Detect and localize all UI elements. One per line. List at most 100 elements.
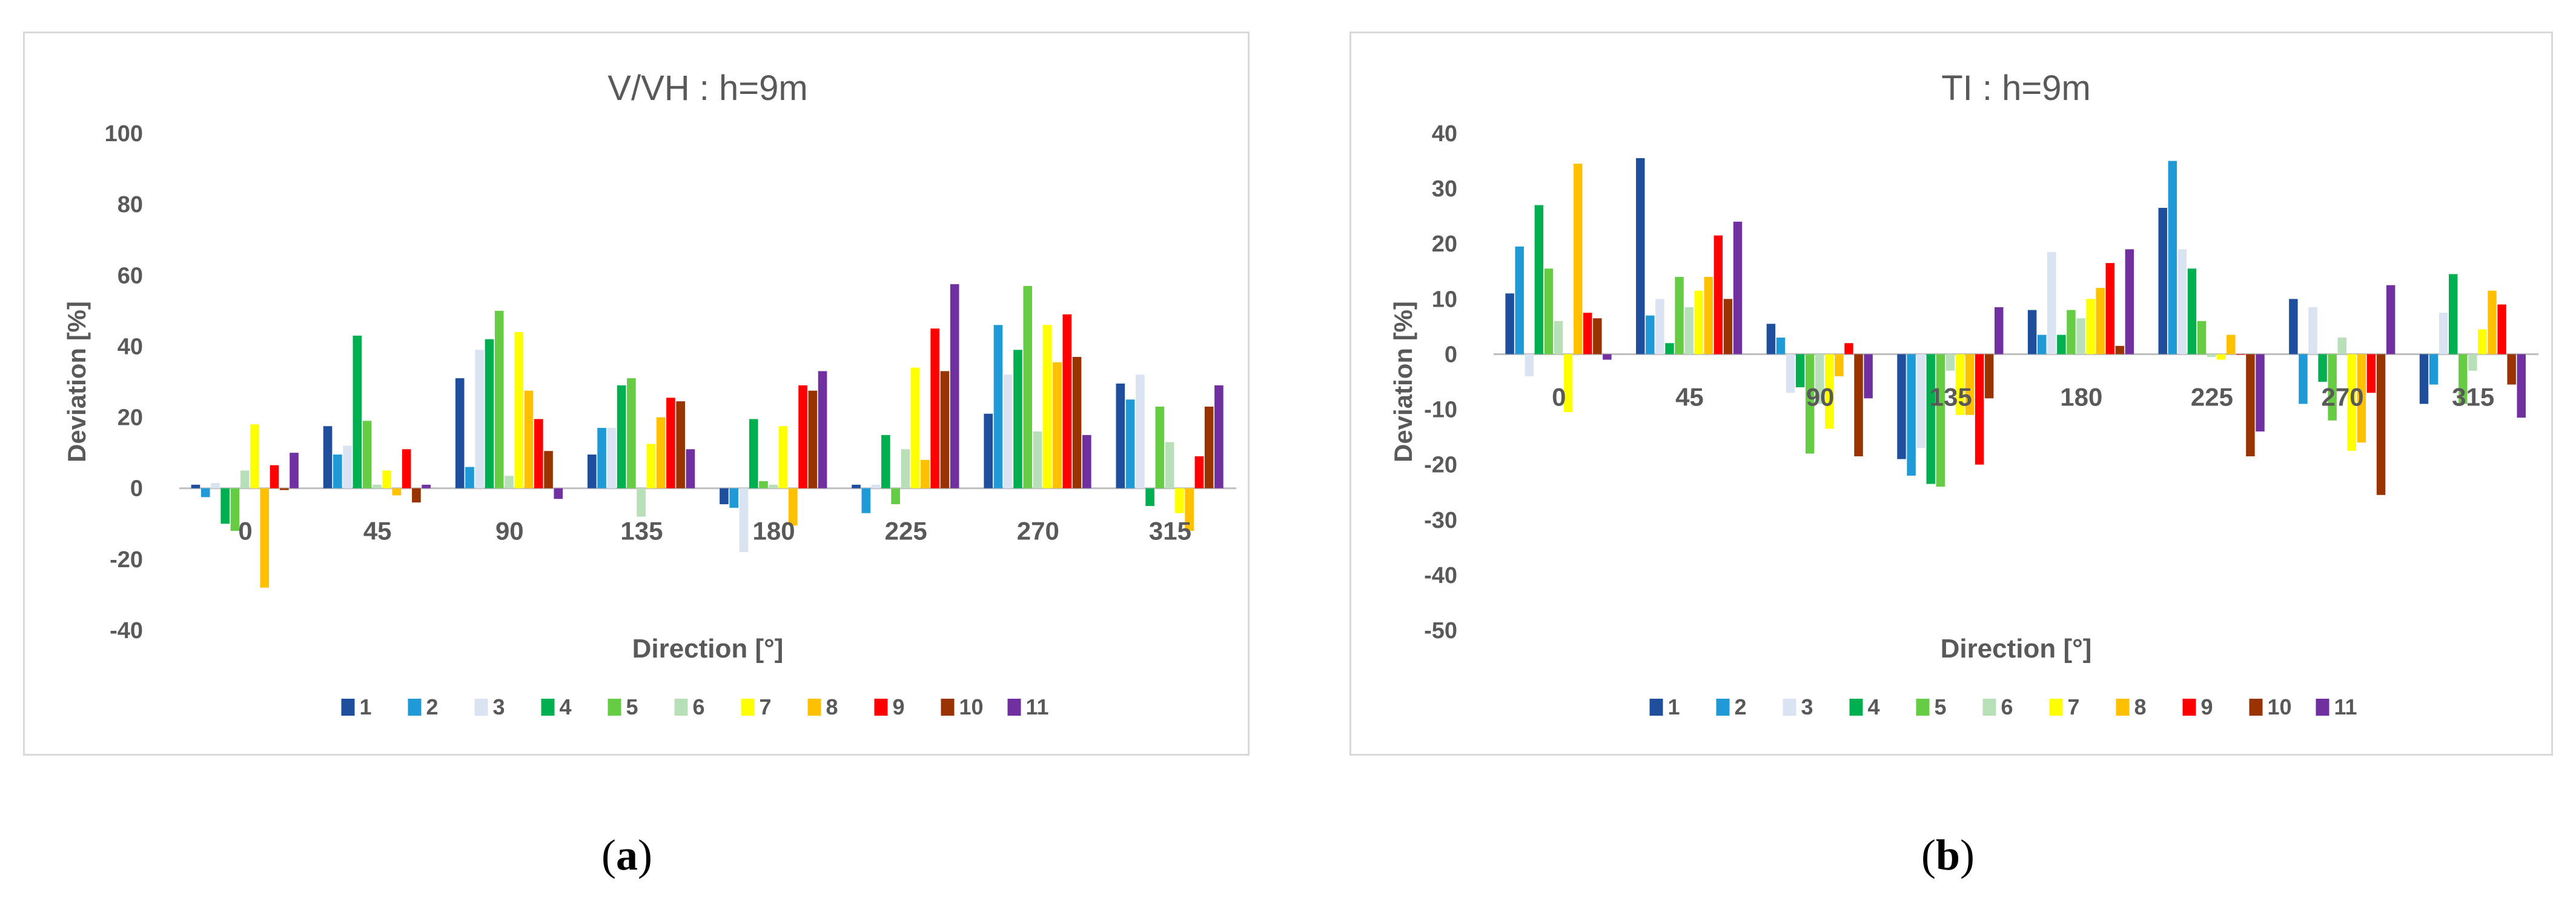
bar <box>1665 343 1674 355</box>
bar <box>2357 354 2366 443</box>
bar <box>1573 164 1583 355</box>
legend-swatch <box>941 699 955 716</box>
bar <box>1116 383 1125 488</box>
chart-title: TI : h=9m <box>1941 68 2091 108</box>
legend-swatch <box>1916 699 1930 716</box>
bar <box>2488 290 2497 355</box>
bar <box>901 449 910 488</box>
bar <box>1583 313 1592 355</box>
bar <box>1854 354 1863 456</box>
bar <box>544 451 553 488</box>
bar <box>1965 354 1975 415</box>
legend-label: 4 <box>560 694 572 719</box>
y-tick-label: 0 <box>1445 342 1457 367</box>
legend-label: 7 <box>760 694 772 719</box>
legend-swatch <box>474 699 488 716</box>
legend-label: 1 <box>360 694 372 719</box>
bar <box>2386 285 2396 355</box>
bar <box>2207 354 2216 357</box>
y-tick-label: 20 <box>118 405 143 431</box>
bar <box>455 378 465 488</box>
legend-swatch <box>874 699 888 716</box>
bar <box>392 488 402 496</box>
legend-label: 7 <box>2068 694 2080 719</box>
bar <box>2105 263 2114 355</box>
legend-label: 6 <box>693 694 705 719</box>
legend-swatch <box>2182 699 2196 716</box>
bar <box>940 371 950 488</box>
bar <box>2256 354 2265 431</box>
x-tick-label: 45 <box>1675 382 1704 411</box>
bar <box>921 459 930 488</box>
x-tick-label: 225 <box>885 517 927 545</box>
bar <box>1515 246 1524 355</box>
bar <box>1554 321 1563 355</box>
bar <box>1646 315 1655 355</box>
y-tick-label: 40 <box>1432 121 1457 147</box>
chart-b-svg: TI : h=9m403020100-10-20-30-40-50Deviati… <box>1389 68 2538 719</box>
bar <box>270 465 279 488</box>
bar <box>1795 354 1805 388</box>
bar <box>2246 354 2255 456</box>
bar <box>1776 338 1786 355</box>
bar <box>2517 354 2526 418</box>
legend-label: 3 <box>493 694 505 719</box>
bar <box>1603 354 1612 360</box>
legend-swatch <box>2049 699 2063 716</box>
bar <box>2337 338 2346 355</box>
legend-swatch <box>1716 699 1730 716</box>
y-tick-label: -40 <box>110 618 143 644</box>
bar <box>993 325 1003 488</box>
bar <box>2115 345 2125 355</box>
bar <box>778 426 788 488</box>
bar <box>1165 442 1174 488</box>
bar <box>1013 350 1022 488</box>
bar <box>2419 354 2429 404</box>
legend-swatch <box>741 699 755 716</box>
y-tick-label: 80 <box>118 192 143 218</box>
bar <box>1675 276 1684 355</box>
bar <box>514 332 524 488</box>
bar <box>1984 354 1994 399</box>
legend-swatch <box>1649 699 1663 716</box>
bar <box>1033 431 1042 488</box>
legend-label: 9 <box>2201 694 2213 719</box>
legend-swatch <box>674 699 688 716</box>
bar <box>1563 354 1573 413</box>
x-tick-label: 225 <box>2191 382 2233 411</box>
bar <box>2096 288 2105 355</box>
bar <box>260 488 270 588</box>
bar <box>1175 488 1184 513</box>
bar <box>720 488 729 505</box>
y-tick-label: 40 <box>118 334 143 359</box>
bar <box>2347 354 2357 451</box>
x-tick-label: 315 <box>2452 382 2494 411</box>
bar <box>279 488 289 490</box>
legend-label: 11 <box>2334 694 2357 719</box>
bar <box>798 385 807 488</box>
bar <box>1072 357 1082 488</box>
x-axis-label: Direction [°] <box>1941 634 2092 664</box>
bar <box>1723 299 1733 355</box>
bar <box>290 453 299 488</box>
bar <box>1636 158 1645 355</box>
bar <box>2227 335 2236 355</box>
bar <box>1534 205 1544 355</box>
bar <box>930 328 939 488</box>
bar <box>1713 235 1723 355</box>
bar <box>759 481 768 488</box>
bar <box>333 454 342 488</box>
bar <box>353 335 362 488</box>
bar <box>2376 354 2386 495</box>
bar <box>505 476 514 488</box>
legend-label: 4 <box>1868 694 1880 719</box>
x-tick-label: 0 <box>238 517 252 545</box>
bar <box>1082 435 1091 488</box>
bar <box>2125 249 2134 355</box>
bar <box>1053 362 1062 488</box>
legend-swatch <box>341 699 355 716</box>
bar <box>191 484 200 488</box>
legend-swatch <box>608 699 621 716</box>
bar <box>1805 354 1815 454</box>
bar <box>910 367 920 488</box>
